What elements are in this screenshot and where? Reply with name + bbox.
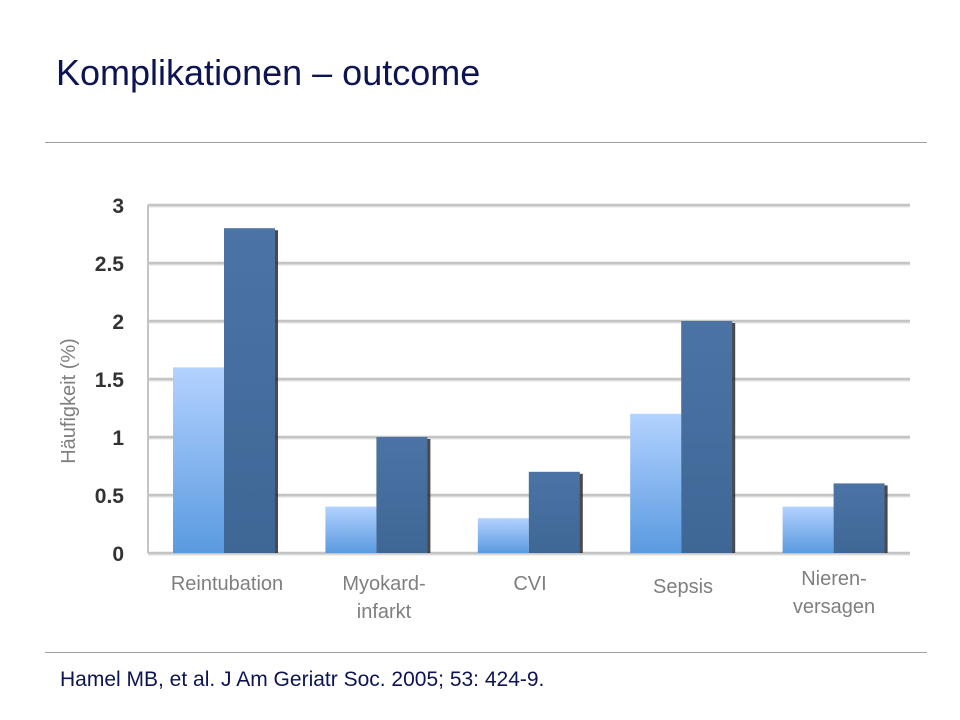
y-tick-label: 3 — [112, 195, 124, 218]
x-axis-categories: Reintubation Myokard-infarkt CVI Sepsis Nier… — [171, 568, 875, 623]
x-category-label: Reintubation — [171, 573, 283, 595]
bar — [477, 518, 529, 553]
top-divider — [45, 142, 927, 143]
y-tick-label: 1.5 — [95, 369, 125, 392]
bar — [173, 367, 224, 553]
bar — [376, 437, 428, 553]
bar-chart: 0 0.5 1 1.5 2 2.5 3 Reintubation Myokard-infark… — [58, 195, 910, 623]
bar — [224, 228, 275, 553]
x-category-label: infarkt — [357, 601, 412, 623]
bar — [528, 471, 580, 553]
x-category-label: CVI — [513, 573, 546, 595]
y-tick-label: 2.5 — [95, 253, 125, 276]
bar — [833, 483, 885, 553]
bar — [630, 413, 682, 553]
bar — [325, 506, 377, 553]
bottom-divider — [45, 652, 927, 653]
bar — [782, 506, 834, 553]
bars — [173, 228, 888, 553]
y-axis-ticks: 0 0.5 1 1.5 2 2.5 3 — [95, 195, 125, 566]
x-category-label: versagen — [793, 596, 875, 618]
citation: Hamel MB, et al. J Am Geriatr Soc. 2005;… — [60, 668, 545, 691]
y-tick-label: 1 — [112, 427, 124, 450]
bar — [681, 321, 733, 553]
x-category-label: Myokard- — [342, 573, 425, 595]
slide-title: Komplikationen – outcome — [56, 52, 481, 93]
y-tick-label: 2 — [112, 311, 124, 334]
y-axis-title: Häufigkeit (%) — [58, 338, 80, 464]
y-tick-label: 0 — [112, 543, 124, 566]
y-tick-label: 0.5 — [95, 485, 125, 508]
x-category-label: Nieren- — [801, 568, 867, 590]
x-category-label: Sepsis — [653, 576, 713, 598]
